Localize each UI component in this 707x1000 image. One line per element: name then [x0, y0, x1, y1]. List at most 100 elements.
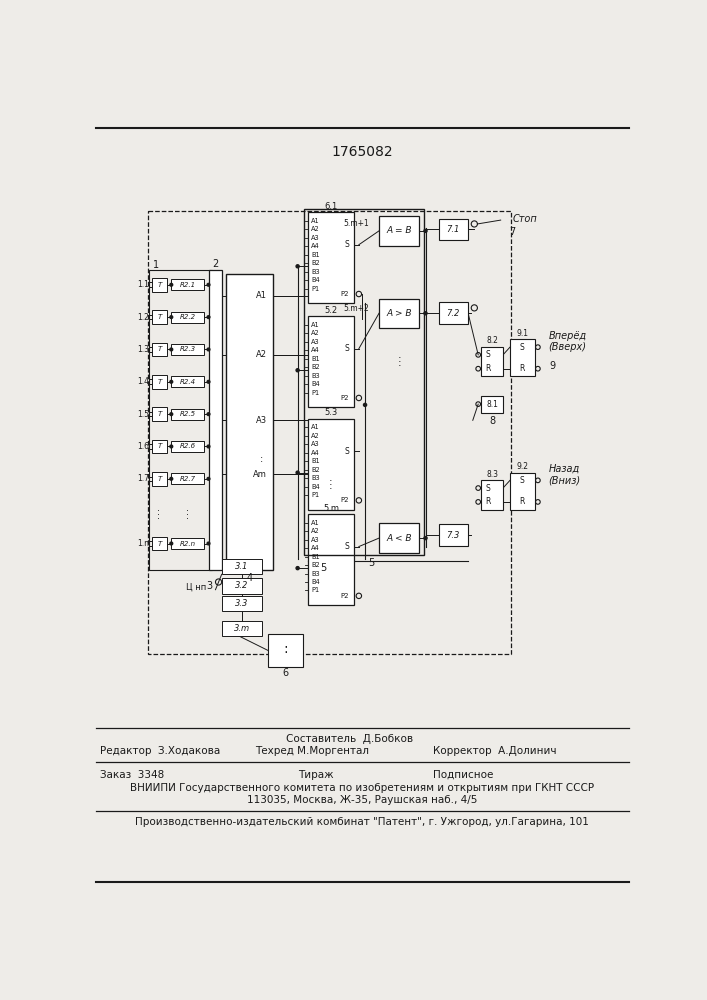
Text: (Вверх): (Вверх)	[549, 342, 587, 352]
Circle shape	[170, 413, 173, 416]
Text: Производственно-издательский комбинат "Патент", г. Ужгород, ул.Гагарина, 101: Производственно-издательский комбинат "П…	[135, 817, 589, 827]
Text: A1: A1	[311, 424, 320, 430]
Circle shape	[170, 283, 173, 286]
Text: A3: A3	[311, 235, 320, 241]
Circle shape	[170, 380, 173, 383]
Text: 3.2: 3.2	[235, 581, 249, 590]
Text: A2: A2	[311, 433, 320, 439]
Text: A2: A2	[311, 528, 320, 534]
Text: T: T	[158, 379, 162, 385]
Text: R2.2: R2.2	[180, 314, 196, 320]
Text: 8.2: 8.2	[486, 336, 498, 345]
Text: B2: B2	[311, 467, 320, 473]
Text: 1.7: 1.7	[137, 474, 149, 483]
Bar	[152, 375, 168, 389]
Text: R2.3: R2.3	[180, 346, 196, 352]
Text: P2: P2	[341, 395, 349, 401]
Text: 2: 2	[212, 259, 218, 269]
Circle shape	[207, 348, 210, 351]
Text: 3.3: 3.3	[235, 599, 249, 608]
Text: B4: B4	[311, 484, 320, 490]
Text: A1: A1	[256, 291, 267, 300]
Text: .: .	[186, 507, 189, 517]
Text: P2: P2	[341, 497, 349, 503]
Text: 8.3: 8.3	[486, 470, 498, 479]
Text: B4: B4	[311, 579, 320, 585]
Text: P2: P2	[341, 593, 349, 599]
Text: S: S	[485, 484, 490, 493]
Text: A > B: A > B	[387, 309, 412, 318]
Text: 1.n: 1.n	[137, 539, 149, 548]
Text: T: T	[158, 443, 162, 449]
Text: Редактор  З.Ходакова: Редактор З.Ходакова	[100, 746, 221, 756]
Text: 3: 3	[206, 581, 212, 591]
Text: .: .	[329, 481, 333, 491]
Text: A4: A4	[311, 243, 320, 249]
Bar	[149, 270, 212, 570]
Circle shape	[207, 283, 210, 286]
Circle shape	[296, 369, 299, 372]
Text: P1: P1	[311, 587, 320, 593]
Bar	[510, 473, 534, 510]
Text: P1: P1	[311, 492, 320, 498]
Bar	[308, 419, 354, 510]
Text: 1.1: 1.1	[137, 280, 149, 289]
Bar	[222, 596, 262, 611]
Text: P1: P1	[311, 390, 320, 396]
Circle shape	[363, 403, 367, 406]
Text: Корректор  А.Долинич: Корректор А.Долинич	[433, 746, 556, 756]
Text: .: .	[157, 503, 160, 513]
Text: A4: A4	[311, 347, 320, 353]
Bar	[171, 279, 204, 290]
Text: 7.1: 7.1	[447, 225, 460, 234]
Text: (Вниз): (Вниз)	[549, 475, 581, 485]
Text: R2.5: R2.5	[180, 411, 196, 417]
Text: T: T	[158, 282, 162, 288]
Text: 113035, Москва, Ж-35, Раушская наб., 4/5: 113035, Москва, Ж-35, Раушская наб., 4/5	[247, 795, 477, 805]
Text: .: .	[329, 473, 333, 483]
Text: .: .	[186, 511, 189, 521]
Circle shape	[296, 265, 299, 268]
Bar	[438, 302, 468, 324]
Text: Подписное: Подписное	[433, 770, 493, 780]
Text: 6: 6	[283, 668, 288, 678]
Text: .: .	[397, 358, 401, 368]
Bar	[438, 524, 468, 546]
Bar	[308, 212, 354, 303]
Text: B1: B1	[311, 356, 320, 362]
Bar	[379, 299, 419, 328]
Text: 5.m+2: 5.m+2	[343, 304, 368, 313]
Text: R: R	[520, 364, 525, 373]
Text: 5.m: 5.m	[323, 504, 339, 513]
Text: :: :	[284, 642, 288, 656]
Bar	[152, 278, 168, 292]
Text: ВНИИПИ Государственного комитета по изобретениям и открытиям при ГКНТ СССР: ВНИИПИ Государственного комитета по изоб…	[130, 783, 594, 793]
Circle shape	[170, 445, 173, 448]
Text: A1: A1	[311, 520, 320, 526]
Bar	[171, 409, 204, 420]
Circle shape	[170, 348, 173, 351]
Bar	[379, 216, 419, 246]
Text: T: T	[158, 314, 162, 320]
Text: A = B: A = B	[387, 226, 412, 235]
Bar	[171, 312, 204, 323]
Text: .: .	[157, 511, 160, 521]
Text: A2: A2	[256, 350, 267, 359]
Text: 7: 7	[509, 227, 515, 237]
Text: 1.5: 1.5	[137, 410, 149, 419]
Text: A1: A1	[311, 218, 320, 224]
Text: Вперёд: Вперёд	[549, 331, 587, 341]
Text: 7.3: 7.3	[447, 531, 460, 540]
Bar	[152, 440, 168, 453]
Text: S: S	[345, 447, 349, 456]
Text: 5.2: 5.2	[325, 306, 337, 315]
Text: S: S	[520, 343, 525, 352]
Bar	[152, 407, 168, 421]
Bar	[308, 316, 354, 407]
Bar	[171, 344, 204, 355]
Text: Техред М.Моргентал: Техред М.Моргентал	[255, 746, 369, 756]
Text: Ц нп: Ц нп	[186, 582, 206, 591]
Bar	[226, 274, 273, 570]
Text: Заказ  3348: Заказ 3348	[100, 770, 164, 780]
Circle shape	[207, 380, 210, 383]
